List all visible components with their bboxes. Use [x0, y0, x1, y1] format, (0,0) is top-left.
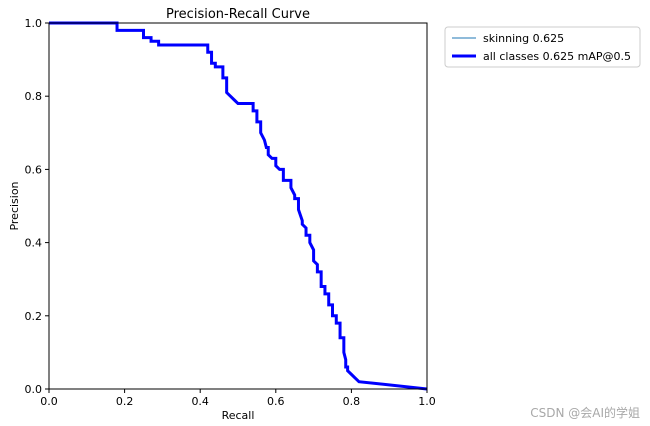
y-axis-label: Precision: [8, 181, 21, 230]
x-tick-label: 0.2: [116, 395, 134, 408]
x-tick-label: 0.8: [343, 395, 361, 408]
y-tick-label: 0.8: [25, 90, 43, 103]
y-tick-label: 1.0: [25, 17, 43, 30]
series-line-all-classes: [49, 21, 428, 391]
plot-frame: [48, 22, 428, 390]
watermark: CSDN @会AI的学姐: [530, 405, 640, 420]
y-axis: 0.0 0.2 0.4 0.6 0.8 1.0: [25, 17, 49, 396]
x-tick-label: 0.6: [267, 395, 285, 408]
legend: skinning 0.625 all classes 0.625 mAP@0.5: [444, 26, 641, 68]
series-layer: [49, 21, 428, 391]
plot-area: [48, 21, 428, 391]
x-axis: 0.0 0.2 0.4 0.6 0.8 1.0: [40, 389, 436, 408]
y-tick-label: 0.6: [25, 163, 43, 176]
plot-background: [49, 23, 427, 389]
legend-label: skinning 0.625: [483, 32, 564, 45]
y-tick-label: 0.0: [25, 383, 43, 396]
x-tick-label: 0.4: [191, 395, 209, 408]
x-tick-label: 0.0: [40, 395, 58, 408]
legend-label: all classes 0.625 mAP@0.5: [483, 50, 631, 63]
x-axis-label: Recall: [222, 409, 255, 422]
chart-title: Precision-Recall Curve: [166, 7, 310, 22]
y-tick-label: 0.4: [25, 237, 43, 250]
y-tick-label: 0.2: [25, 310, 43, 323]
x-tick-label: 1.0: [418, 395, 436, 408]
legend-box: [444, 26, 641, 68]
